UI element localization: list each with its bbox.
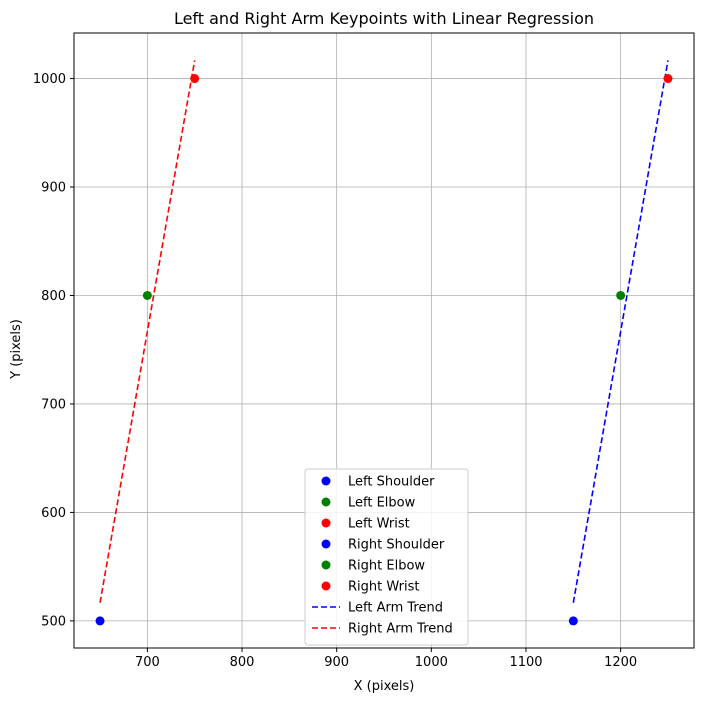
y-tick-label: 600 xyxy=(41,506,66,521)
legend-label: Left Wrist xyxy=(348,517,410,532)
scatter-point xyxy=(568,616,578,626)
scatter-point xyxy=(190,74,200,84)
legend-marker xyxy=(321,497,331,507)
legend-marker xyxy=(321,518,331,528)
legend-label: Right Wrist xyxy=(348,580,419,595)
x-tick-label: 700 xyxy=(135,655,160,670)
legend: Left Shoulder Left Elbow Left Wrist Right S… xyxy=(304,468,469,646)
x-tick-label: 1200 xyxy=(604,655,637,670)
axis-ticks: 700 800 900 1000 1100 1200 500 600 700 800 900 1000 xyxy=(33,72,637,670)
legend-label: Left Shoulder xyxy=(348,475,435,490)
legend-marker xyxy=(321,581,331,591)
y-tick-label: 1000 xyxy=(33,72,66,87)
legend-label: Right Arm Trend xyxy=(348,622,453,637)
legend-marker xyxy=(321,560,331,570)
scatter-point xyxy=(663,74,673,84)
legend-label: Right Shoulder xyxy=(348,538,445,553)
x-tick-label: 800 xyxy=(230,655,255,670)
x-tick-label: 1100 xyxy=(509,655,542,670)
scatter-point xyxy=(95,616,105,626)
legend-box xyxy=(304,468,469,646)
y-tick-label: 800 xyxy=(41,289,66,304)
legend-label: Left Elbow xyxy=(348,496,416,511)
y-tick-label: 500 xyxy=(41,614,66,629)
trend-line xyxy=(99,60,196,603)
grid xyxy=(74,33,694,648)
plot-frame xyxy=(73,32,695,649)
legend-marker xyxy=(321,539,331,549)
y-tick-label: 900 xyxy=(41,181,66,196)
scatter-point xyxy=(142,290,152,300)
y-tick-label: 700 xyxy=(41,397,66,412)
scatter-point xyxy=(616,290,626,300)
trend-line xyxy=(572,60,669,603)
x-axis-label: X (pixels) xyxy=(354,679,415,694)
legend-label: Right Elbow xyxy=(348,559,425,574)
x-tick-label: 900 xyxy=(324,655,349,670)
legend-marker xyxy=(321,476,331,486)
legend-label: Left Arm Trend xyxy=(348,601,443,616)
plot-series xyxy=(95,60,673,626)
chart-title: Left and Right Arm Keypoints with Linear… xyxy=(174,9,594,28)
y-axis-label: Y (pixels) xyxy=(9,319,24,380)
x-tick-label: 1000 xyxy=(415,655,448,670)
